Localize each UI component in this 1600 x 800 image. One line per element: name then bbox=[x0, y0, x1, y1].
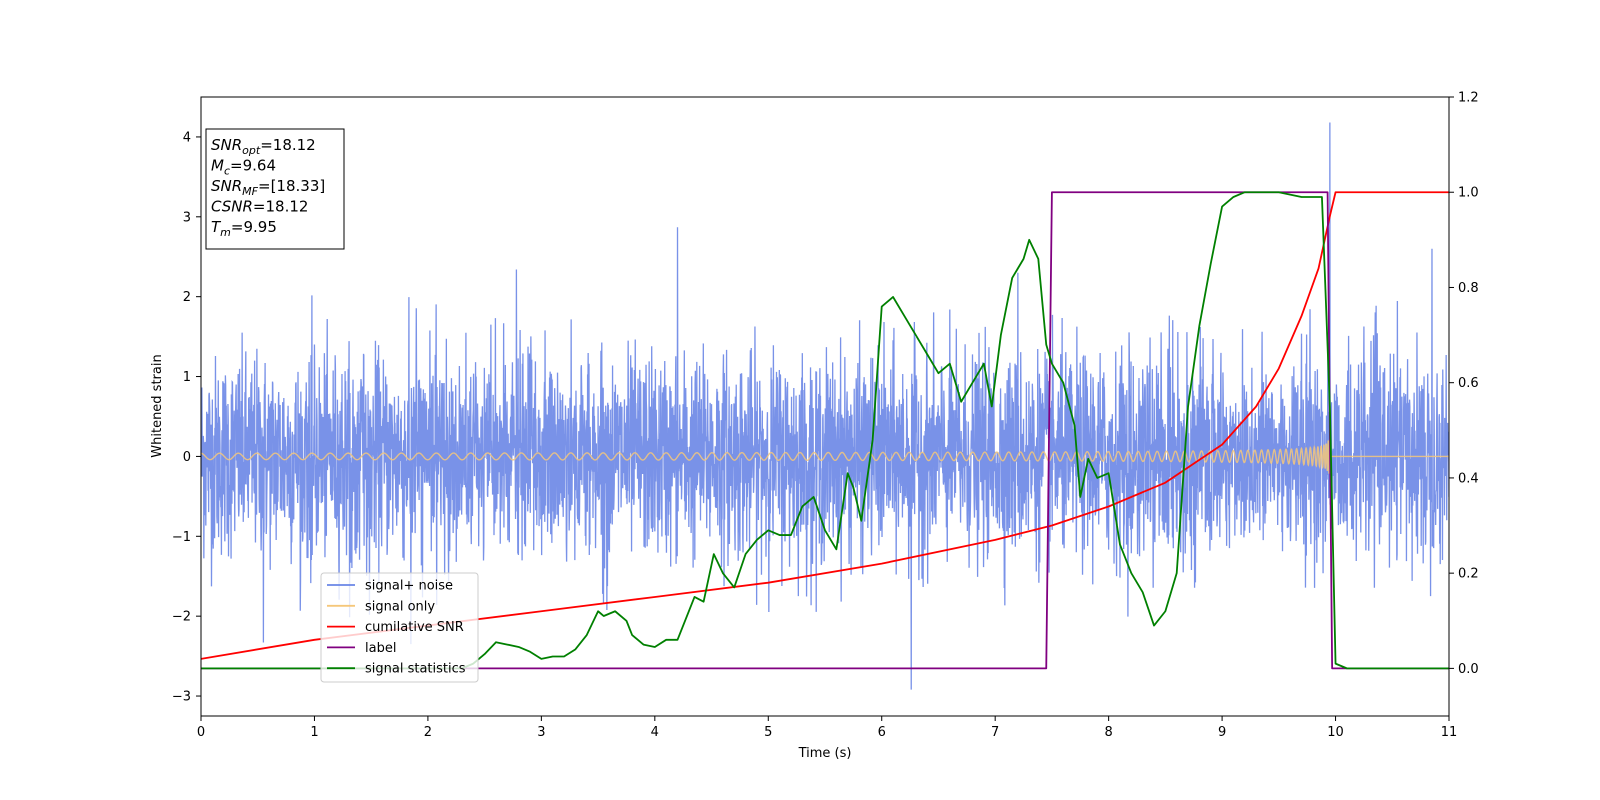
x-tick-label: 9 bbox=[1218, 725, 1226, 740]
x-tick-label: 8 bbox=[1104, 725, 1112, 740]
series-cumilative-snr-line bbox=[201, 191, 1449, 660]
y-left-tick-label: 0 bbox=[183, 450, 191, 465]
info-value: =18.12 bbox=[260, 136, 316, 154]
x-tick-label: 4 bbox=[651, 725, 659, 740]
info-subscript: m bbox=[220, 226, 231, 239]
info-value: =[18.33] bbox=[258, 177, 325, 195]
y-right-tick-label: 0.8 bbox=[1458, 281, 1479, 296]
info-line: Tm=9.95 bbox=[211, 218, 277, 239]
legend-entry: signal only bbox=[365, 599, 435, 614]
y-left-tick-label: −2 bbox=[172, 610, 191, 625]
x-tick-label: 0 bbox=[197, 725, 205, 740]
x-tick-label: 11 bbox=[1441, 725, 1458, 740]
y-right-tick-label: 1.2 bbox=[1458, 91, 1479, 106]
info-line: Mc=9.64 bbox=[211, 157, 276, 178]
x-tick-label: 6 bbox=[878, 725, 886, 740]
info-subscript: MF bbox=[242, 185, 258, 198]
legend-entry: label bbox=[365, 641, 396, 656]
x-tick-label: 3 bbox=[537, 725, 545, 740]
info-line: CSNR=18.12 bbox=[211, 198, 308, 216]
legend-frame bbox=[320, 572, 479, 683]
info-symbol: SNR bbox=[211, 177, 242, 195]
y-left-tick-label: −3 bbox=[172, 690, 191, 705]
info-value: =18.12 bbox=[253, 198, 309, 216]
info-symbol: SNR bbox=[211, 136, 242, 154]
info-subscript: c bbox=[224, 165, 230, 178]
x-axis: 0 1 2 3 4 5 6 7 8 9 10 11 bbox=[197, 716, 1457, 740]
y-right-tick-label: 1.0 bbox=[1458, 186, 1479, 201]
info-box: SNRopt=18.12Mc=9.64SNRMF=[18.33]CSNR=18.… bbox=[205, 128, 345, 250]
x-tick-label: 5 bbox=[764, 725, 772, 740]
info-box-frame bbox=[205, 128, 345, 250]
x-tick-label: 2 bbox=[424, 725, 432, 740]
y-right-tick-label: 0.2 bbox=[1458, 567, 1479, 582]
series-layer bbox=[201, 122, 1449, 690]
info-line: SNRMF=[18.33] bbox=[211, 177, 325, 198]
y-axis-left: −3 −2 −1 0 1 2 3 4 bbox=[172, 130, 201, 705]
series-signal-statistics-line bbox=[201, 191, 1449, 670]
info-symbol: CSNR bbox=[211, 198, 253, 216]
y-axis-label: Whitened strain bbox=[150, 354, 165, 457]
x-tick-label: 7 bbox=[991, 725, 999, 740]
x-tick-label: 1 bbox=[310, 725, 318, 740]
y-left-tick-label: 1 bbox=[183, 370, 191, 385]
y-left-tick-label: 3 bbox=[183, 210, 191, 225]
y-axis-right: 0.0 0.2 0.4 0.6 0.8 1.0 1.2 bbox=[1449, 91, 1479, 677]
info-value: =9.64 bbox=[230, 157, 276, 175]
legend-entry: signal+ noise bbox=[365, 579, 453, 594]
y-left-tick-label: 2 bbox=[183, 290, 191, 305]
info-value: =9.95 bbox=[231, 218, 277, 236]
legend: signal+ noise signal only cumilative SNR la… bbox=[320, 572, 479, 683]
x-tick-label: 10 bbox=[1327, 725, 1344, 740]
y-right-tick-label: 0.0 bbox=[1458, 662, 1479, 677]
info-symbol: M bbox=[211, 157, 224, 175]
info-symbol: T bbox=[211, 218, 222, 236]
x-axis-label: Time (s) bbox=[798, 746, 852, 761]
series-signal-only-line bbox=[201, 439, 1449, 474]
y-left-tick-label: 4 bbox=[183, 130, 191, 145]
legend-entry: signal statistics bbox=[365, 662, 466, 677]
info-subscript: opt bbox=[242, 144, 261, 157]
plot-frame bbox=[200, 96, 1450, 717]
y-right-tick-label: 0.6 bbox=[1458, 376, 1479, 391]
legend-entry: cumilative SNR bbox=[365, 620, 464, 635]
y-left-tick-label: −1 bbox=[172, 530, 191, 545]
info-line: SNRopt=18.12 bbox=[211, 136, 316, 157]
y-right-tick-label: 0.4 bbox=[1458, 471, 1479, 486]
